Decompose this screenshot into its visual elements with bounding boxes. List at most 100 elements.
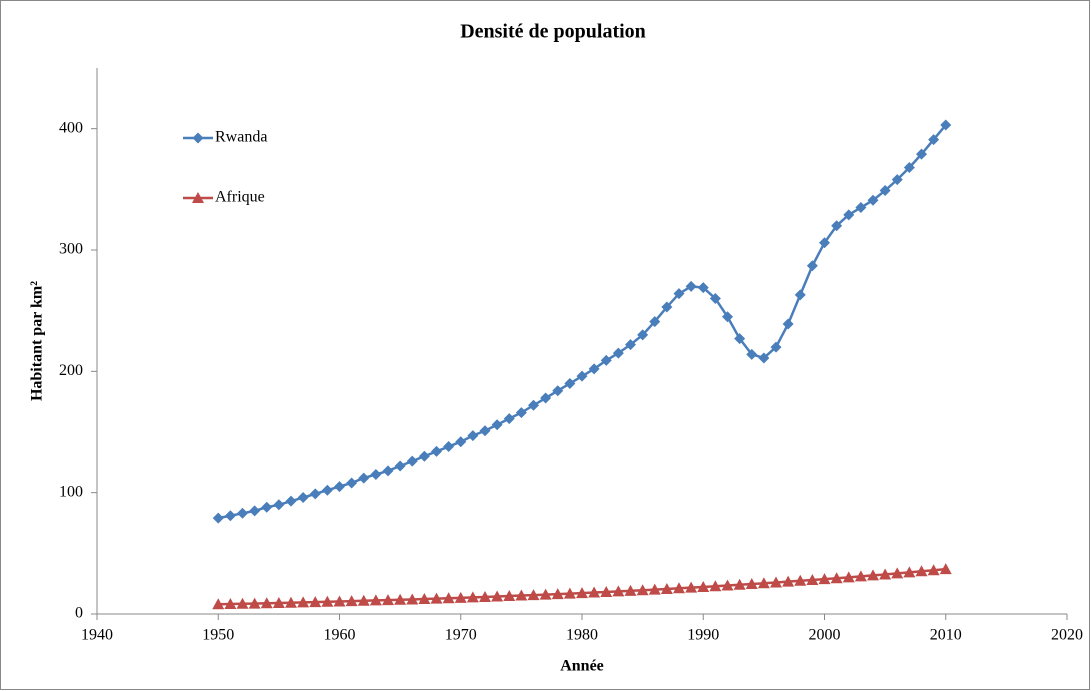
chart-title: Densité de population bbox=[460, 21, 646, 43]
marker bbox=[443, 441, 455, 453]
marker bbox=[709, 580, 722, 592]
x-tick-label: 1940 bbox=[81, 627, 113, 644]
marker bbox=[382, 594, 394, 606]
marker bbox=[454, 591, 467, 603]
marker bbox=[855, 202, 867, 214]
x-tick-label: 2020 bbox=[1051, 627, 1083, 644]
marker bbox=[551, 588, 564, 600]
marker bbox=[673, 582, 685, 594]
y-tick-label: 300 bbox=[59, 241, 83, 258]
marker bbox=[418, 592, 431, 604]
marker bbox=[891, 174, 903, 186]
marker bbox=[939, 563, 952, 575]
marker bbox=[709, 293, 721, 305]
marker bbox=[758, 352, 770, 364]
marker bbox=[212, 512, 224, 524]
marker bbox=[406, 455, 418, 467]
marker bbox=[491, 419, 503, 431]
marker bbox=[357, 594, 370, 606]
marker bbox=[818, 573, 831, 585]
y-tick-label: 0 bbox=[75, 605, 83, 622]
marker bbox=[612, 347, 624, 359]
marker bbox=[552, 385, 564, 397]
marker bbox=[600, 586, 613, 598]
marker bbox=[273, 499, 285, 511]
marker bbox=[503, 413, 515, 425]
marker bbox=[467, 430, 479, 442]
marker bbox=[272, 596, 285, 608]
marker bbox=[261, 501, 273, 513]
marker bbox=[722, 311, 733, 323]
marker bbox=[843, 209, 855, 221]
marker bbox=[903, 566, 916, 578]
marker bbox=[697, 580, 710, 592]
marker bbox=[637, 329, 649, 341]
marker bbox=[673, 288, 685, 300]
x-tick-label: 1970 bbox=[445, 627, 477, 644]
marker bbox=[867, 569, 879, 581]
marker bbox=[479, 591, 491, 603]
marker bbox=[625, 339, 636, 351]
marker bbox=[734, 333, 746, 345]
marker bbox=[564, 377, 576, 389]
marker bbox=[916, 148, 927, 160]
marker bbox=[333, 595, 346, 607]
marker bbox=[588, 363, 600, 375]
marker bbox=[285, 495, 297, 507]
marker bbox=[248, 597, 261, 609]
marker bbox=[430, 592, 443, 604]
marker bbox=[539, 588, 552, 600]
marker bbox=[192, 132, 204, 144]
marker bbox=[406, 593, 419, 605]
marker bbox=[285, 596, 297, 608]
marker bbox=[503, 590, 516, 602]
marker bbox=[879, 185, 891, 197]
marker bbox=[588, 586, 601, 598]
marker bbox=[576, 587, 588, 599]
marker bbox=[819, 237, 830, 249]
marker bbox=[745, 578, 758, 590]
marker bbox=[733, 578, 746, 590]
marker bbox=[224, 510, 236, 522]
marker bbox=[612, 585, 625, 597]
marker bbox=[806, 260, 818, 272]
marker bbox=[854, 570, 867, 582]
marker bbox=[600, 354, 612, 366]
marker bbox=[515, 407, 527, 419]
marker bbox=[649, 316, 661, 328]
marker bbox=[867, 194, 879, 206]
marker bbox=[394, 593, 407, 605]
marker bbox=[528, 399, 539, 411]
marker bbox=[358, 472, 370, 484]
marker bbox=[661, 301, 673, 313]
marker bbox=[345, 595, 358, 607]
marker bbox=[540, 392, 552, 404]
marker bbox=[334, 481, 345, 493]
marker bbox=[249, 505, 261, 517]
marker bbox=[891, 567, 904, 579]
marker bbox=[369, 594, 382, 606]
marker bbox=[782, 575, 795, 587]
marker bbox=[321, 595, 334, 607]
x-tick-label: 2000 bbox=[809, 627, 841, 644]
marker bbox=[746, 348, 758, 360]
x-tick-label: 1980 bbox=[566, 627, 598, 644]
x-tick-label: 2010 bbox=[930, 627, 962, 644]
marker bbox=[237, 507, 248, 519]
marker bbox=[224, 598, 237, 610]
marker bbox=[260, 597, 273, 609]
marker bbox=[685, 280, 697, 292]
marker bbox=[431, 445, 442, 457]
marker bbox=[831, 220, 843, 232]
marker bbox=[842, 571, 855, 583]
marker bbox=[721, 579, 734, 591]
marker bbox=[879, 568, 892, 580]
marker bbox=[346, 477, 358, 489]
marker bbox=[370, 468, 382, 480]
marker bbox=[309, 488, 321, 500]
marker bbox=[321, 484, 333, 496]
marker bbox=[685, 581, 698, 593]
marker bbox=[466, 591, 479, 603]
